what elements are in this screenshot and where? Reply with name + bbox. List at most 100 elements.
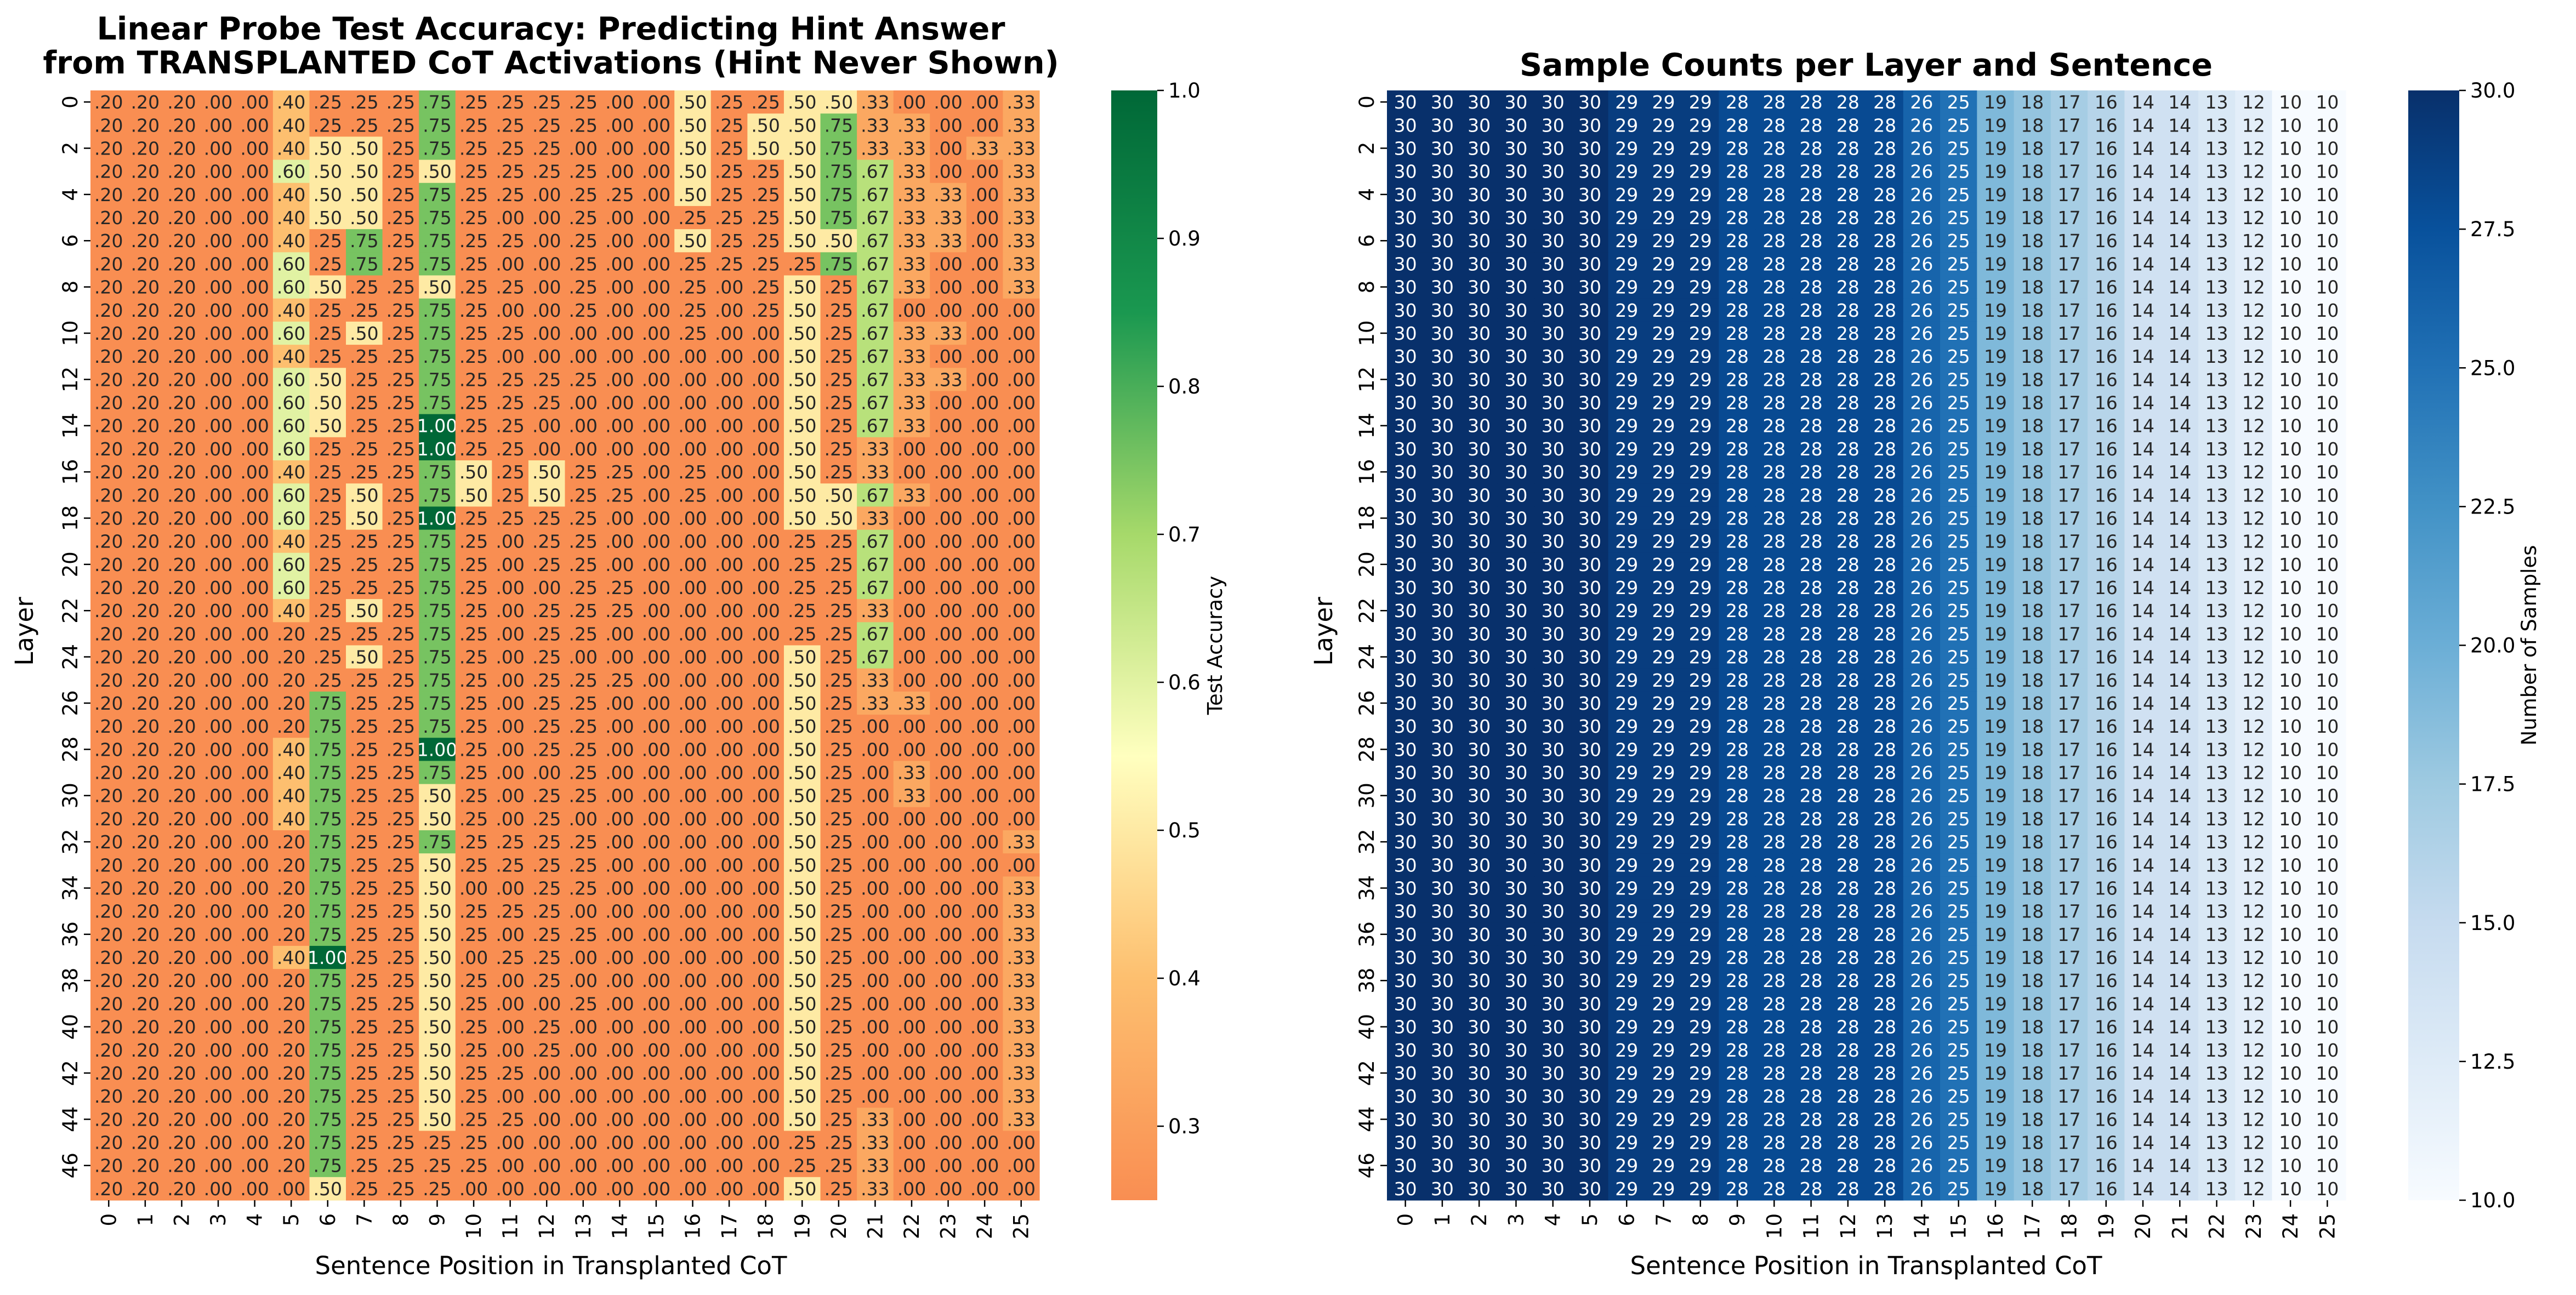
accuracy-cell-label: .00 [532, 1086, 561, 1107]
accuracy-cell-label: .00 [240, 970, 269, 991]
accuracy-cell-label: .25 [824, 739, 853, 760]
accuracy-cell-label: .25 [605, 600, 634, 621]
accuracy-cell-label: .25 [496, 277, 524, 298]
count-cell-label: 30 [1431, 346, 1454, 367]
accuracy-cell-label: 1.00 [417, 438, 457, 460]
accuracy-cell-label: .00 [204, 854, 232, 876]
count-cell-label: 10 [2316, 831, 2339, 853]
accuracy-cell-label: .50 [788, 785, 816, 807]
accuracy-cell-label: .25 [569, 554, 598, 575]
count-cell-label: 14 [2131, 577, 2154, 598]
count-cell-label: 10 [2316, 253, 2339, 275]
accuracy-cell-label: .20 [167, 392, 196, 414]
count-cell-label: 29 [1689, 970, 1712, 991]
accuracy-cell-label: .00 [1006, 739, 1035, 760]
count-cell-label: 30 [1578, 1086, 1601, 1107]
accuracy-cell-label: .00 [532, 323, 561, 344]
count-cell-label: 18 [2021, 693, 2044, 714]
count-cell-label: 30 [1394, 831, 1417, 853]
accuracy-cell-label: .25 [715, 115, 743, 136]
count-cell-label: 14 [2168, 647, 2191, 668]
count-cell-label: 28 [1726, 484, 1749, 506]
accuracy-cell-label: .50 [423, 970, 451, 991]
accuracy-cell-label: .00 [204, 693, 232, 714]
accuracy-cell-label: .20 [131, 1063, 160, 1084]
count-cell-label: 29 [1652, 92, 1675, 113]
accuracy-cell-label: .25 [459, 600, 488, 621]
accuracy-cell-label: .00 [970, 507, 999, 529]
count-cell-label: 30 [1504, 947, 1527, 968]
count-cell-label: 30 [1578, 831, 1601, 853]
count-cell-label: 30 [1542, 877, 1565, 899]
accuracy-cell-label: .00 [240, 647, 269, 668]
accuracy-cell-label: .00 [970, 785, 999, 807]
accuracy-cell-label: .00 [897, 970, 926, 991]
count-cell-label: 29 [1689, 161, 1712, 182]
accuracy-cell-label: .25 [532, 924, 561, 945]
accuracy-cell-label: .00 [569, 1086, 598, 1107]
count-cell-label: 30 [1431, 161, 1454, 182]
accuracy-cell-label: .00 [642, 1132, 670, 1154]
count-cell-label: 30 [1394, 115, 1417, 136]
accuracy-cell-label: .00 [751, 392, 780, 414]
accuracy-cell-label: .25 [715, 138, 743, 159]
accuracy-cell-label: .00 [897, 600, 926, 621]
accuracy-cell-label: .00 [934, 600, 962, 621]
accuracy-cell-label: 1.00 [417, 415, 457, 437]
accuracy-cell-label: .25 [824, 670, 853, 691]
accuracy-cell-label: .00 [569, 808, 598, 830]
x-tick-label: 15 [645, 1213, 668, 1239]
count-cell-label: 28 [1800, 346, 1823, 367]
accuracy-cell-label: .25 [386, 369, 415, 390]
count-cell-label: 10 [2279, 947, 2302, 968]
count-cell-label: 12 [2242, 1086, 2265, 1107]
count-cell-label: 30 [1542, 716, 1565, 737]
count-cell-label: 30 [1394, 762, 1417, 784]
count-cell-label: 30 [1431, 369, 1454, 390]
count-cell-label: 18 [2021, 785, 2044, 807]
accuracy-cell-label: .00 [861, 877, 889, 899]
accuracy-cell-label: .25 [569, 831, 598, 853]
count-cell-label: 28 [1873, 1063, 1896, 1084]
accuracy-cell-label: .25 [350, 831, 378, 853]
accuracy-cell-label: .00 [934, 762, 962, 784]
count-cell-label: 13 [2205, 161, 2228, 182]
count-cell-label: 29 [1615, 346, 1638, 367]
count-cell-label: 28 [1836, 716, 1860, 737]
accuracy-cell-label: .25 [386, 693, 415, 714]
accuracy-cell-label: .00 [642, 230, 670, 252]
accuracy-cell-label: .00 [678, 693, 707, 714]
accuracy-cell-label: .25 [314, 300, 342, 321]
accuracy-cell-label: .25 [386, 1086, 415, 1107]
count-cell-label: 14 [2131, 877, 2154, 899]
accuracy-cell-label: .00 [204, 207, 232, 229]
accuracy-cell-label: .00 [751, 854, 780, 876]
accuracy-cell-label: .75 [423, 716, 451, 737]
accuracy-cell-label: .25 [496, 392, 524, 414]
accuracy-cell-label: .25 [569, 161, 598, 182]
count-cell-label: 13 [2205, 461, 2228, 483]
count-cell-label: 19 [1984, 554, 2007, 575]
count-cell-label: 12 [2242, 92, 2265, 113]
count-cell-label: 30 [1394, 924, 1417, 945]
count-cell-label: 28 [1762, 92, 1785, 113]
accuracy-cell-label: .25 [532, 831, 561, 853]
accuracy-cell-label: .25 [350, 300, 378, 321]
accuracy-cell-label: .25 [569, 230, 598, 252]
accuracy-cell-label: .25 [569, 762, 598, 784]
accuracy-cell-label: .50 [788, 1040, 816, 1061]
accuracy-cell-label: .00 [715, 831, 743, 853]
count-cell-label: 28 [1800, 1017, 1823, 1038]
count-cell-label: 17 [2057, 693, 2080, 714]
count-cell-label: 25 [1947, 92, 1970, 113]
count-cell-label: 25 [1947, 854, 1970, 876]
count-cell-label: 10 [2279, 300, 2302, 321]
count-cell-label: 29 [1689, 808, 1712, 830]
colorbar-tick-label: 0.8 [1168, 375, 1201, 398]
count-cell-label: 29 [1689, 300, 1712, 321]
accuracy-cell-label: .25 [386, 600, 415, 621]
accuracy-cell-label: .75 [314, 970, 342, 991]
count-cell-label: 28 [1873, 161, 1896, 182]
count-cell-label: 10 [2279, 670, 2302, 691]
count-cell-label: 14 [2131, 415, 2154, 437]
